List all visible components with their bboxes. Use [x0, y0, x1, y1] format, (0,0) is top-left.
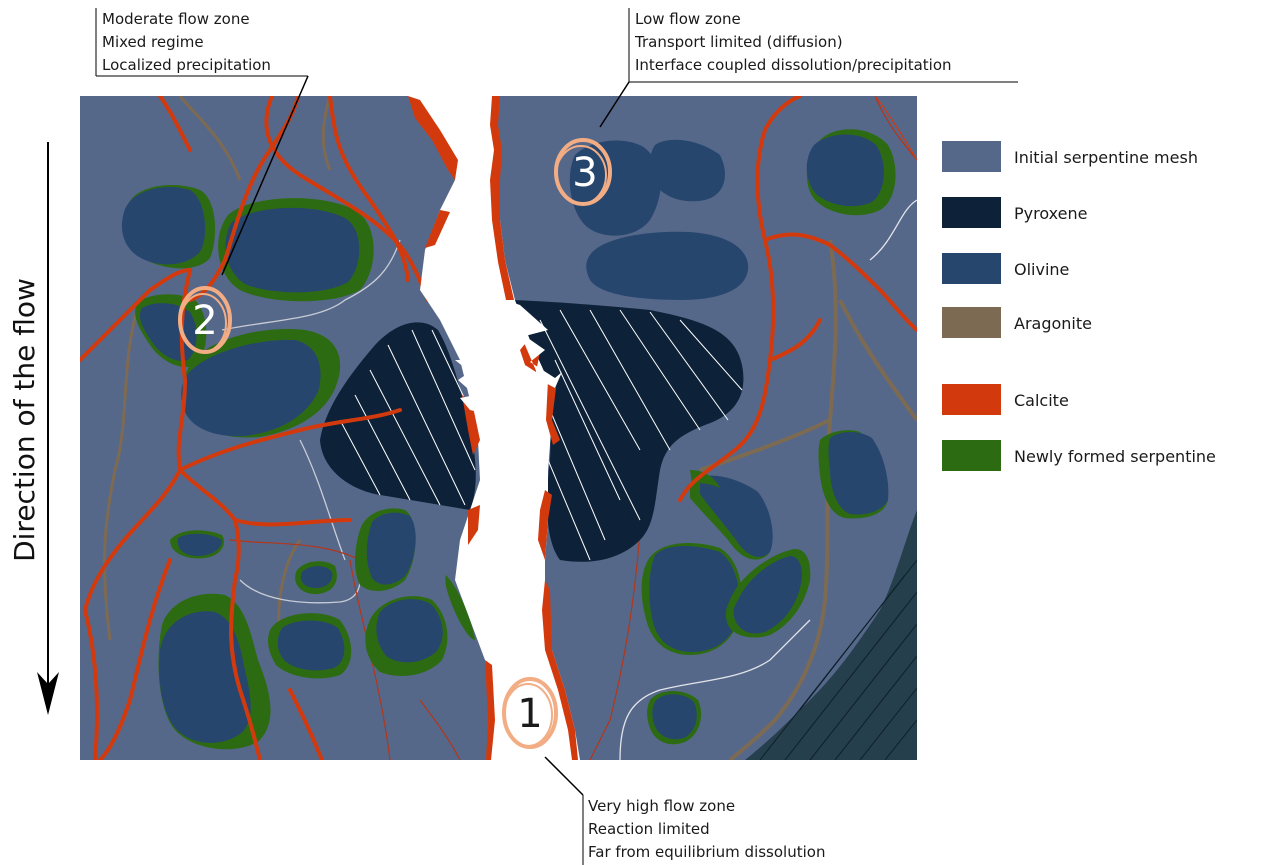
legend-item-aragonite: Aragonite	[942, 307, 1092, 338]
legend-item-newly-formed-serpentine: Newly formed serpentine	[942, 440, 1216, 471]
callout-zone1-line3: Far from equilibrium dissolution	[588, 843, 825, 861]
callout-zone2-line2: Mixed regime	[102, 33, 204, 51]
right-thin-calcite-veins	[589, 96, 917, 760]
left-calcite-veins	[80, 96, 430, 760]
left-crack-calcite	[408, 96, 495, 760]
callout-zone2-line3: Localized precipitation	[102, 56, 271, 74]
right-pale-veins	[619, 199, 917, 760]
callout-zone2-line1: Moderate flow zone	[102, 10, 250, 28]
zone-number-1: 1	[517, 691, 542, 737]
legend-label: Aragonite	[1014, 314, 1092, 333]
legend-label: Pyroxene	[1014, 204, 1087, 223]
callout-zone3-line2: Transport limited (diffusion)	[634, 33, 843, 51]
left-pale-veins	[221, 239, 401, 604]
legend-item-olivine: Olivine	[942, 253, 1069, 284]
legend-label: Newly formed serpentine	[1014, 447, 1216, 466]
right-olivine-grains	[569, 129, 896, 745]
legend-item-calcite: Calcite	[942, 384, 1069, 415]
callout-zone1-line1: Very high flow zone	[588, 797, 735, 815]
right-thin-red-line	[874, 96, 917, 161]
flow-direction: Direction of the flow	[8, 142, 59, 715]
right-crack-serration	[505, 300, 562, 388]
legend-swatch	[942, 253, 1001, 284]
left-pyroxene-grain	[320, 322, 476, 510]
zone-marker-1: 1	[502, 677, 558, 749]
callout-zone2: Moderate flow zone Mixed regime Localize…	[95, 8, 309, 276]
left-rock-block	[80, 96, 495, 760]
legend-label: Olivine	[1014, 260, 1069, 279]
legend-item-pyroxene: Pyroxene	[942, 197, 1087, 228]
legend-swatch	[942, 197, 1001, 228]
right-pyroxene-grain	[505, 300, 744, 562]
legend-swatch	[942, 384, 1001, 415]
right-calcite-veins	[678, 96, 917, 502]
right-rock-block	[490, 96, 917, 760]
left-olivine-grains	[121, 185, 475, 750]
right-corner-block	[745, 510, 917, 760]
legend-label: Initial serpentine mesh	[1014, 148, 1198, 167]
legend-item-initial-serpentine-mesh: Initial serpentine mesh	[942, 141, 1198, 172]
legend-swatch	[942, 141, 1001, 172]
legend-swatch	[942, 440, 1001, 471]
left-crack-serration	[455, 360, 478, 412]
callout-zone3-line3: Interface coupled dissolution/precipitat…	[635, 56, 952, 74]
zone-marker-3: 3	[554, 138, 612, 206]
flow-direction-label: Direction of the flow	[8, 278, 41, 562]
legend-label: Calcite	[1014, 391, 1069, 410]
legend: Initial serpentine mesh Pyroxene Olivine…	[942, 141, 1216, 471]
legend-swatch	[942, 307, 1001, 338]
zone-number-3: 3	[572, 150, 597, 196]
flow-arrow-head-icon	[37, 672, 59, 715]
callout-zone1-line2: Reaction limited	[588, 820, 710, 838]
callout-zone1: Very high flow zone Reaction limited Far…	[544, 756, 825, 865]
callout-zone3-line1: Low flow zone	[635, 10, 741, 28]
callout-zone3: Low flow zone Transport limited (diffusi…	[599, 8, 1018, 128]
zone-number-2: 2	[192, 298, 217, 344]
zone-marker-2: 2	[178, 286, 232, 354]
